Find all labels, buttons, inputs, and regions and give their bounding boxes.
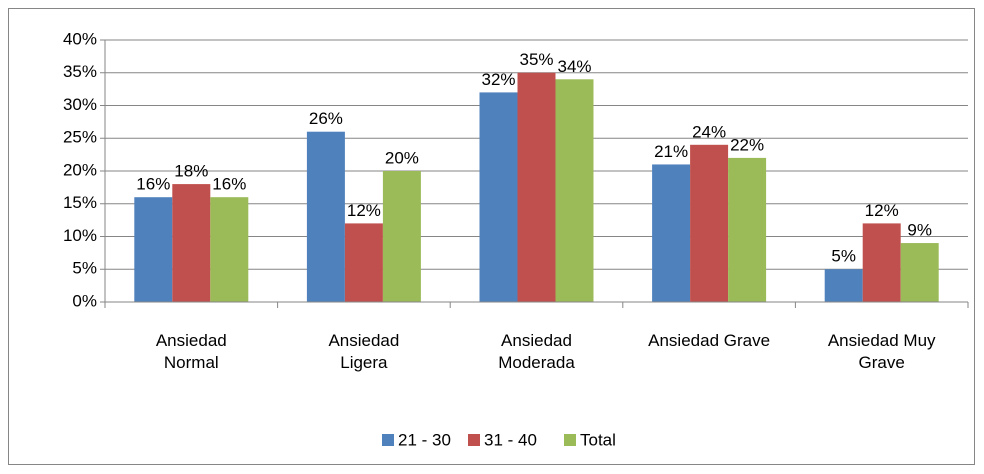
data-label: 12% — [865, 201, 899, 220]
bar — [210, 197, 249, 302]
data-label: 22% — [730, 135, 764, 154]
data-label: 9% — [907, 221, 932, 240]
x-tick-label: Ansiedad Ligera — [328, 331, 400, 372]
x-tick-label: Ansiedad Moderada — [498, 331, 575, 372]
y-tick-label: 40% — [63, 29, 97, 48]
bar — [517, 72, 556, 302]
legend-label: Total — [580, 430, 616, 449]
x-tick-label: Ansiedad Normal — [155, 331, 227, 372]
x-tick-label: Ansiedad Grave — [648, 331, 771, 350]
bar — [900, 243, 939, 302]
bar — [344, 223, 383, 302]
data-label: 26% — [309, 109, 343, 128]
data-label: 20% — [385, 148, 419, 167]
data-label: 12% — [347, 201, 381, 220]
legend-swatch — [382, 434, 394, 446]
bar — [382, 171, 421, 302]
data-label: 18% — [174, 162, 208, 181]
data-label: 5% — [831, 247, 856, 266]
legend-swatch — [468, 434, 480, 446]
bar — [690, 144, 729, 302]
legend-label: 31 - 40 — [484, 430, 537, 449]
data-label: 16% — [212, 175, 246, 194]
bar — [728, 157, 767, 302]
y-tick-label: 10% — [63, 226, 97, 245]
y-tick-label: 30% — [63, 95, 97, 114]
data-label: 24% — [692, 122, 726, 141]
bar — [172, 184, 211, 302]
bar — [306, 131, 345, 302]
y-tick-label: 35% — [63, 62, 97, 81]
bar — [652, 164, 691, 302]
x-tick-label: Ansiedad Muy Grave — [827, 331, 936, 372]
data-label: 34% — [557, 57, 591, 76]
data-label: 35% — [519, 50, 553, 69]
bar — [862, 223, 901, 302]
y-tick-label: 5% — [72, 259, 97, 278]
y-tick-label: 20% — [63, 160, 97, 179]
bar — [555, 79, 594, 302]
y-tick-label: 25% — [63, 128, 97, 147]
legend-label: 21 - 30 — [398, 430, 451, 449]
bar — [479, 92, 518, 303]
data-label: 32% — [481, 70, 515, 89]
y-tick-label: 15% — [63, 193, 97, 212]
bar — [134, 197, 173, 302]
data-label: 21% — [654, 142, 688, 161]
y-tick-label: 0% — [72, 291, 97, 310]
data-label: 16% — [136, 175, 170, 194]
bar — [824, 269, 863, 302]
legend-swatch — [564, 434, 576, 446]
